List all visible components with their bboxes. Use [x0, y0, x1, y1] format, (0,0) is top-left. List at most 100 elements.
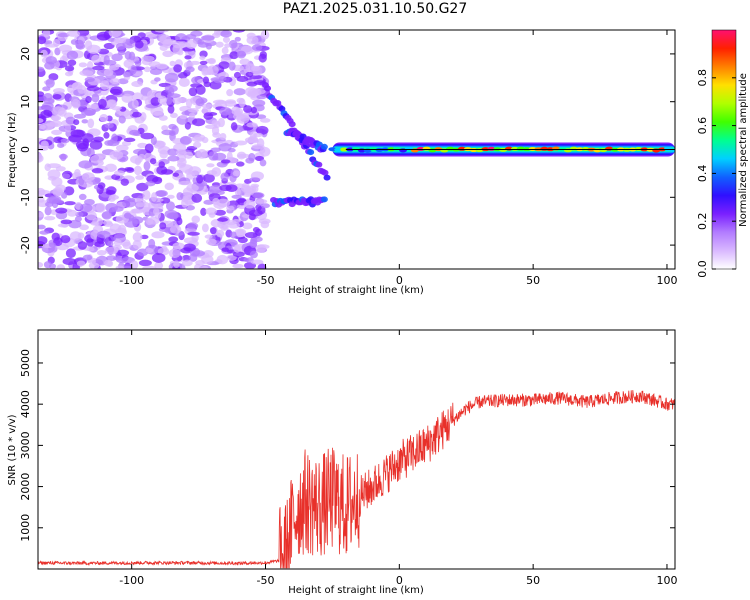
- noise-blob: [168, 86, 175, 97]
- snr-ylabel: SNR (10 * v/v): [7, 414, 18, 485]
- noise-blob: [77, 85, 87, 94]
- noise-blob: [150, 97, 161, 106]
- colorbar: [712, 30, 736, 269]
- noise-blob: [38, 152, 43, 163]
- noise-blob: [199, 55, 206, 61]
- noise-blob: [79, 224, 89, 231]
- noise-blob: [167, 155, 180, 162]
- colorbar-tick-label: 0.2: [696, 212, 709, 230]
- noise-blob: [234, 36, 241, 42]
- noise-blob: [132, 232, 143, 242]
- noise-blob: [250, 106, 258, 114]
- noise-blob: [248, 177, 261, 183]
- noise-blob: [190, 83, 203, 88]
- noise-blob: [137, 142, 148, 149]
- noise-blob: [158, 115, 168, 121]
- noise-blob: [172, 44, 183, 55]
- noise-blob: [220, 30, 232, 38]
- noise-blob: [78, 160, 93, 169]
- noise-blob: [157, 95, 168, 105]
- noise-blob: [233, 88, 246, 96]
- noise-blob: [45, 56, 57, 65]
- noise-blob: [81, 109, 96, 116]
- y-tick-label: -20: [19, 236, 32, 254]
- noise-blob: [178, 41, 188, 47]
- noise-blob: [206, 66, 213, 76]
- noise-blob: [179, 114, 188, 120]
- noise-blob: [62, 257, 76, 266]
- noise-blob: [220, 172, 229, 181]
- noise-blob: [69, 231, 82, 241]
- heatmap-plot: [38, 30, 675, 269]
- noise-blob: [131, 80, 143, 88]
- noise-blob: [46, 122, 59, 127]
- noise-blob: [260, 203, 270, 209]
- noise-blob: [184, 121, 191, 130]
- colorbar-frame: [711, 29, 737, 270]
- noise-blob: [130, 64, 137, 75]
- noise-blob: [96, 31, 111, 41]
- noise-blob: [151, 252, 166, 263]
- noise-blob: [234, 140, 248, 146]
- noise-blob: [64, 71, 73, 77]
- noise-blob: [151, 192, 158, 202]
- noise-blob: [123, 137, 136, 143]
- noise-blob: [163, 39, 177, 45]
- noise-blob: [256, 125, 269, 135]
- noise-blob: [98, 98, 107, 109]
- noise-blob: [54, 47, 61, 56]
- noise-blob: [167, 104, 175, 114]
- noise-blob: [252, 66, 263, 76]
- noise-blob: [103, 68, 114, 77]
- heatmap-xlabel: Height of straight line (km): [288, 285, 424, 296]
- noise-blob: [55, 207, 68, 214]
- noise-blob: [102, 59, 117, 66]
- noise-blob: [201, 35, 215, 41]
- noise-blob: [178, 180, 192, 186]
- noise-blob: [231, 194, 242, 199]
- noise-blob: [246, 81, 258, 87]
- noise-blob: [200, 103, 213, 108]
- noise-blob: [47, 169, 61, 180]
- noise-blob: [104, 140, 114, 146]
- noise-blob: [48, 242, 56, 248]
- noise-blob: [216, 229, 225, 238]
- noise-blob: [237, 237, 248, 244]
- noise-blob: [202, 76, 210, 84]
- noise-blob: [75, 211, 84, 217]
- noise-blob: [67, 59, 77, 66]
- noise-blob: [151, 231, 165, 239]
- noise-blob: [203, 112, 214, 120]
- noise-blob: [71, 98, 81, 109]
- noise-blob: [243, 186, 255, 196]
- noise-blob: [131, 111, 142, 118]
- noise-blob: [186, 222, 199, 230]
- noise-blob: [218, 61, 230, 69]
- noise-blob: [38, 236, 48, 245]
- noise-blob: [105, 189, 116, 195]
- noise-blob: [250, 259, 264, 265]
- noise-blob: [164, 72, 179, 83]
- noise-blob: [169, 60, 176, 67]
- noise-blob: [64, 124, 72, 133]
- noise-blob: [164, 182, 175, 191]
- noise-blob: [212, 99, 227, 105]
- noise-blob: [78, 193, 87, 201]
- noise-blob: [193, 263, 202, 269]
- noise-blob: [191, 193, 203, 203]
- noise-blob: [175, 149, 187, 156]
- x-tick-label: 100: [656, 274, 677, 287]
- noise-blob: [243, 199, 256, 209]
- noise-blob: [45, 78, 55, 88]
- noise-blob: [142, 189, 151, 200]
- y-tick-label: -10: [19, 188, 32, 206]
- noise-blob: [118, 115, 126, 124]
- noise-blob: [85, 95, 92, 104]
- noise-blob: [113, 37, 126, 44]
- noise-blob: [122, 241, 132, 250]
- noise-blob: [184, 169, 193, 175]
- colorbar-label: Normalized spectral amplitude: [738, 73, 749, 227]
- noise-blob: [143, 66, 151, 73]
- noise-blob: [251, 44, 263, 52]
- noise-blob: [101, 211, 113, 220]
